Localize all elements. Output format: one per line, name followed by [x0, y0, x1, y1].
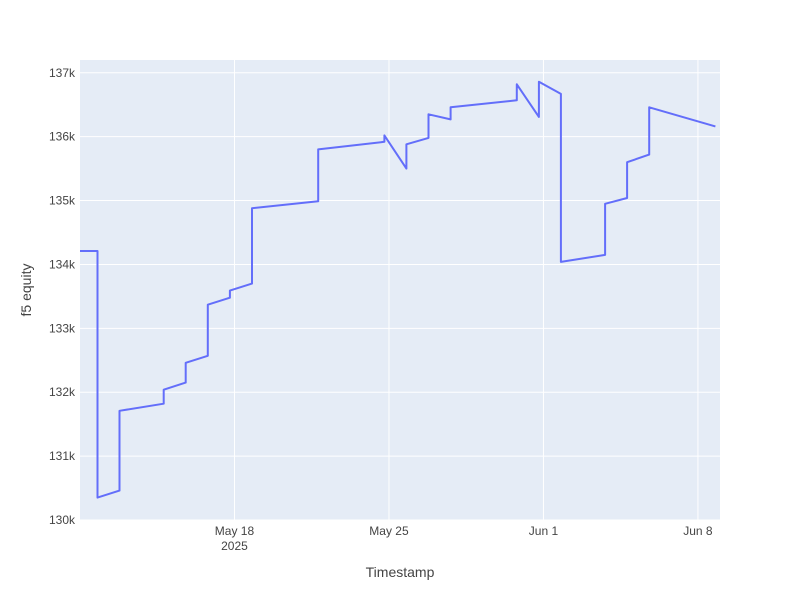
y-tick-label: 131k	[49, 449, 76, 463]
y-tick-label: 137k	[49, 66, 76, 80]
y-tick-label: 135k	[49, 194, 76, 208]
x-tick-label: May 25	[369, 524, 409, 538]
grid-lines	[80, 60, 720, 521]
y-tick-label: 132k	[49, 385, 76, 399]
y-tick-label: 136k	[49, 130, 76, 144]
y-axis-title: f5 equity	[18, 264, 34, 317]
x-tick-label: Jun 8	[683, 524, 713, 538]
y-tick-label: 134k	[49, 257, 76, 271]
plot-area	[80, 60, 720, 520]
y-tick-label: 130k	[49, 513, 76, 527]
x-axis-title: Timestamp	[366, 564, 435, 580]
equity-series-line	[80, 80, 716, 499]
y-tick-label: 133k	[49, 321, 76, 335]
series-layer	[80, 80, 716, 499]
y-axis-ticks: 130k 131k 132k 133k 134k 135k 136k 137k	[49, 66, 76, 527]
x-tick-label: May 18	[215, 524, 255, 538]
x-tick-label: Jun 1	[529, 524, 559, 538]
x-tick-sublabel: 2025	[221, 539, 248, 553]
